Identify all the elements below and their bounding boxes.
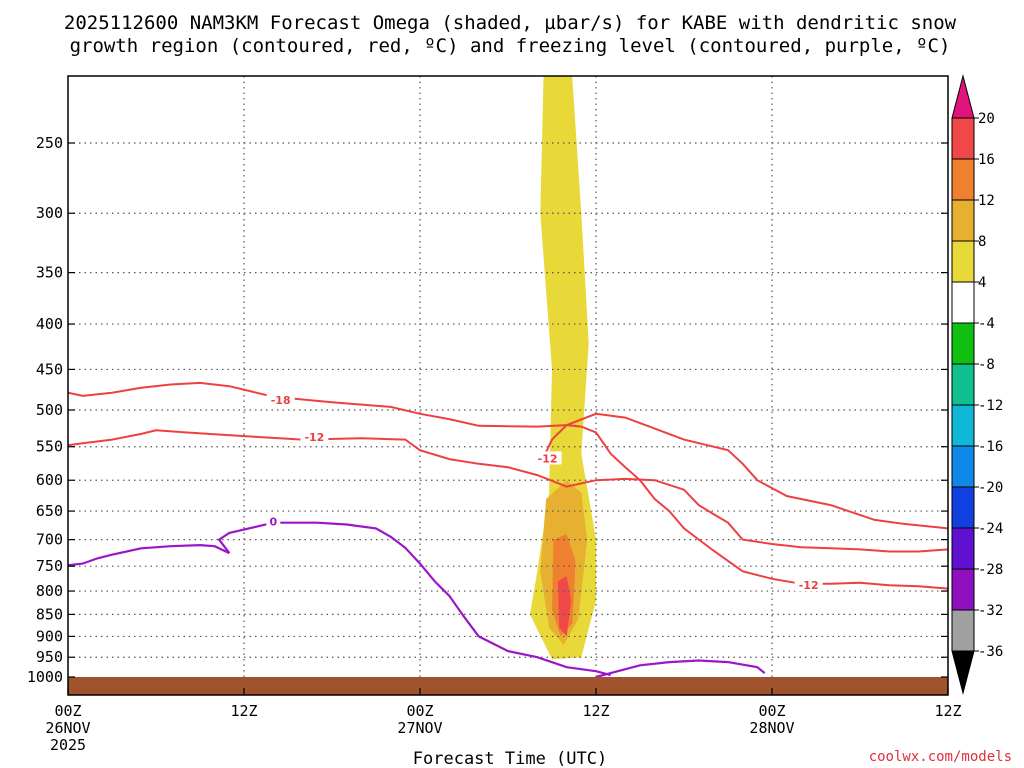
omega-colorbar: 20 16 12 8 4 -4 -8 -12 -16 -20 -24 -28 -32 -36 bbox=[951, 74, 1003, 695]
dgz-label-bg-2 bbox=[533, 451, 562, 465]
dgz-contour-label-0: -18 bbox=[271, 394, 291, 407]
colorbar-label-1: 16 bbox=[978, 152, 995, 168]
colorbar-swatch-6 bbox=[951, 363, 975, 406]
colorbar-label-10: -24 bbox=[978, 521, 1003, 537]
credit-text: coolwx.com/models bbox=[869, 749, 1012, 765]
freezing-label-bg-0 bbox=[266, 514, 281, 528]
y-tick-label-600: 600 bbox=[36, 471, 63, 489]
colorbar-top-arrow bbox=[951, 74, 975, 119]
y-tick-label-450: 450 bbox=[36, 360, 63, 378]
dgz-contour-label-1: -12 bbox=[304, 431, 324, 444]
y-tick-label-950: 950 bbox=[36, 648, 63, 666]
chart-title-line2: growth region (contoured, red, ºC) and f… bbox=[70, 35, 951, 57]
terrain-ground bbox=[68, 677, 948, 695]
y-tick-label-750: 750 bbox=[36, 557, 63, 575]
x-tick-label-24-2: 27NOV bbox=[397, 719, 442, 737]
dgz-contour-label-2: -12 bbox=[538, 452, 558, 465]
x-tick-label-36-1: 12Z bbox=[582, 702, 609, 720]
colorbar-swatch-0 bbox=[951, 117, 975, 160]
colorbar-swatch-7 bbox=[951, 404, 975, 447]
colorbar-swatch-9 bbox=[951, 486, 975, 529]
colorbar-label-7: -12 bbox=[978, 398, 1003, 414]
y-tick-label-550: 550 bbox=[36, 438, 63, 456]
colorbar-swatch-12 bbox=[951, 609, 975, 652]
y-tick-label-300: 300 bbox=[36, 204, 63, 222]
colorbar-label-6: -8 bbox=[978, 357, 995, 373]
colorbar-swatch-5 bbox=[951, 322, 975, 365]
y-tick-label-1000: 1000 bbox=[27, 668, 63, 686]
colorbar-bottom-arrow bbox=[951, 650, 975, 695]
omega-region-3 bbox=[557, 576, 572, 637]
colorbar-swatch-2 bbox=[951, 199, 975, 242]
y-tick-label-650: 650 bbox=[36, 502, 63, 520]
y-tick-label-400: 400 bbox=[36, 315, 63, 333]
colorbar-label-3: 8 bbox=[978, 234, 986, 250]
y-tick-label-850: 850 bbox=[36, 605, 63, 623]
dgz-contour-0 bbox=[68, 381, 948, 530]
colorbar-label-8: -16 bbox=[978, 439, 1003, 455]
freezing-contour-1 bbox=[595, 659, 766, 679]
plot-content: -18 -12 -12 -12 0 bbox=[68, 76, 948, 695]
colorbar-swatch-1 bbox=[951, 158, 975, 201]
x-tick-label-48-1: 00Z bbox=[758, 702, 785, 720]
x-tick-label-48-2: 28NOV bbox=[749, 719, 794, 737]
dgz-label-bg-0 bbox=[266, 392, 295, 406]
dgz-contour-1 bbox=[68, 429, 948, 553]
colorbar-label-12: -32 bbox=[978, 603, 1003, 619]
freezing-contour-0 bbox=[68, 521, 611, 677]
colorbar-label-0: 20 bbox=[978, 111, 995, 127]
colorbar-label-4: 4 bbox=[978, 275, 986, 291]
colorbar-label-9: -20 bbox=[978, 480, 1003, 496]
x-tick-label-0-1: 00Z bbox=[54, 702, 81, 720]
freezing-contour-label-0: 0 bbox=[270, 516, 278, 529]
y-tick-label-700: 700 bbox=[36, 531, 63, 549]
x-tick-label-60-1: 12Z bbox=[934, 702, 961, 720]
axes: 250 300 350 400 450 500 550 600 650 700 750 800 850 9… bbox=[27, 75, 962, 754]
x-tick-label-0-3: 2025 bbox=[50, 736, 86, 754]
y-tick-label-800: 800 bbox=[36, 582, 63, 600]
plot-area: -18 -12 -12 -12 0 bbox=[68, 76, 948, 695]
colorbar-label-2: 12 bbox=[978, 193, 995, 209]
chart-title-line1: 2025112600 NAM3KM Forecast Omega (shaded… bbox=[64, 12, 957, 34]
colorbar-label-11: -28 bbox=[978, 562, 1003, 578]
x-tick-label-24-1: 00Z bbox=[406, 702, 433, 720]
plot-frame bbox=[67, 75, 949, 696]
colorbar-label-13: -36 bbox=[978, 644, 1003, 660]
dgz-label-bg-1 bbox=[300, 429, 329, 443]
colorbar-swatch-8 bbox=[951, 445, 975, 488]
colorbar-swatch-4 bbox=[951, 281, 975, 324]
y-tick-label-250: 250 bbox=[36, 134, 63, 152]
y-tick-label-500: 500 bbox=[36, 401, 63, 419]
y-tick-label-350: 350 bbox=[36, 264, 63, 282]
colorbar-swatch-10 bbox=[951, 527, 975, 570]
x-tick-label-12-1: 12Z bbox=[230, 702, 257, 720]
colorbar-label-5: -4 bbox=[978, 316, 995, 332]
colorbar-swatch-11 bbox=[951, 568, 975, 611]
dgz-contour-2 bbox=[543, 424, 948, 590]
x-tick-label-0-2: 26NOV bbox=[45, 719, 90, 737]
dgz-contour-label-3: -12 bbox=[799, 579, 819, 592]
dgz-label-bg-3 bbox=[794, 578, 823, 592]
y-tick-label-900: 900 bbox=[36, 627, 63, 645]
colorbar-swatch-3 bbox=[951, 240, 975, 283]
x-axis-title: Forecast Time (UTC) bbox=[413, 749, 607, 768]
